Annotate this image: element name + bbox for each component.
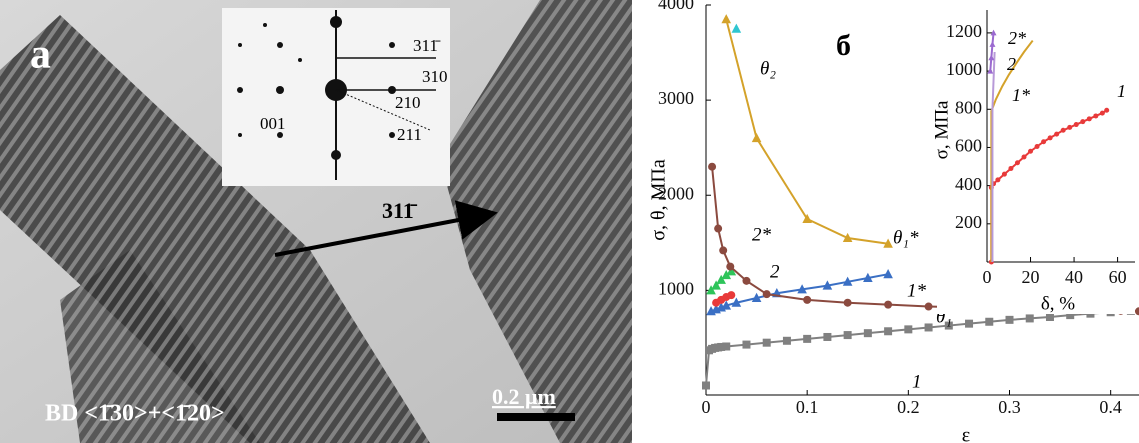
marker <box>1015 160 1020 165</box>
diffraction-label: 311̄ <box>413 36 441 55</box>
y-tick-label: 200 <box>955 212 982 232</box>
marker <box>1093 113 1098 118</box>
orientation: BD <1̄30>+<1̄20> <box>45 401 225 427</box>
marker <box>864 329 872 337</box>
marker <box>883 269 893 278</box>
marker <box>783 337 791 345</box>
figure: а 311̄ 310 210 211 001 311̄ BD <1̄30>+<1… <box>0 0 1139 443</box>
y-axis-label: σ, МПа <box>931 100 952 159</box>
marker <box>1035 144 1040 149</box>
series-label: 2 <box>770 261 780 282</box>
marker <box>803 296 811 304</box>
y-axis-label: σ, θ, МПа <box>648 159 670 241</box>
series-label: θ₂ <box>760 58 776 79</box>
scale-bar-label: 0.2 μm <box>492 384 556 409</box>
marker <box>1087 116 1092 121</box>
marker <box>1104 108 1109 113</box>
y-tick-label: 600 <box>955 136 982 156</box>
marker <box>1061 128 1066 133</box>
page: а 311̄ 310 210 211 001 311̄ BD <1̄30>+<1… <box>0 0 1139 443</box>
marker <box>763 290 771 298</box>
x-tick-label: 20 <box>1022 267 1040 287</box>
marker <box>702 381 710 389</box>
x-tick-label: 40 <box>1065 267 1083 287</box>
series-label: 1 <box>912 371 922 392</box>
diffraction-label: 310 <box>422 67 448 86</box>
marker <box>823 333 831 341</box>
y-tick-label: 4000 <box>658 0 694 13</box>
marker <box>708 163 716 171</box>
y-tick-label: 400 <box>955 174 982 194</box>
marker <box>742 277 750 285</box>
marker <box>1022 155 1027 160</box>
series-label: 1* <box>907 280 927 301</box>
marker <box>884 301 892 309</box>
marker <box>752 133 762 142</box>
y-tick-label: 3000 <box>658 88 694 108</box>
x-tick-label: 0.4 <box>1099 397 1122 417</box>
marker <box>925 303 933 311</box>
marker <box>742 341 750 349</box>
marker <box>1028 149 1033 154</box>
series-label: 1* <box>1012 85 1030 105</box>
marker <box>1026 314 1034 322</box>
marker <box>719 246 727 254</box>
marker <box>985 318 993 326</box>
marker <box>803 335 811 343</box>
marker <box>714 225 722 233</box>
marker <box>1041 139 1046 144</box>
marker <box>904 325 912 333</box>
marker <box>925 323 933 331</box>
y-tick-label: 1000 <box>658 278 694 298</box>
diffraction-label: 210 <box>395 93 421 112</box>
marker <box>1054 132 1059 137</box>
series-label: θ₁* <box>893 227 919 248</box>
marker <box>1006 316 1014 324</box>
marker <box>726 263 734 271</box>
y-tick-label: 1000 <box>946 59 982 79</box>
y-tick-label: 1200 <box>946 21 982 41</box>
y-tick-label: 800 <box>955 97 982 117</box>
series-label: 2* <box>752 224 772 245</box>
x-tick-label: 0.1 <box>796 397 819 417</box>
marker <box>1080 119 1085 124</box>
x-tick-label: 0.3 <box>998 397 1021 417</box>
diffraction-label: 001 <box>260 114 286 133</box>
marker <box>1002 172 1007 177</box>
x-tick-label: 0 <box>983 267 992 287</box>
diffraction-label: 211 <box>397 125 422 144</box>
marker <box>1048 135 1053 140</box>
series-label: 2 <box>1007 54 1016 74</box>
marker <box>1008 166 1013 171</box>
marker <box>1135 307 1139 315</box>
x-axis-label: δ, % <box>1041 293 1075 314</box>
marker <box>1074 122 1079 127</box>
micrograph: а 311̄ 310 210 211 001 311̄ BD <1̄30>+<1… <box>0 0 632 443</box>
marker <box>721 14 731 23</box>
series-line <box>726 19 888 243</box>
marker <box>844 299 852 307</box>
series-label: 1 <box>1117 81 1126 101</box>
panel-label: б <box>836 29 851 62</box>
marker <box>1100 111 1105 116</box>
arrow-label: 311̄ <box>382 198 418 223</box>
marker <box>844 331 852 339</box>
marker <box>1067 125 1072 130</box>
x-tick-label: 0.2 <box>897 397 920 417</box>
marker <box>727 291 735 299</box>
marker <box>763 339 771 347</box>
marker <box>884 327 892 335</box>
panel-label: а <box>30 32 51 78</box>
marker <box>965 320 973 328</box>
x-tick-label: 60 <box>1109 267 1127 287</box>
x-tick-label: 0 <box>702 397 711 417</box>
series-label: 2* <box>1008 28 1026 48</box>
marker <box>995 177 1000 182</box>
x-axis-label: ε <box>962 425 970 443</box>
marker <box>722 342 730 350</box>
marker <box>732 24 742 33</box>
